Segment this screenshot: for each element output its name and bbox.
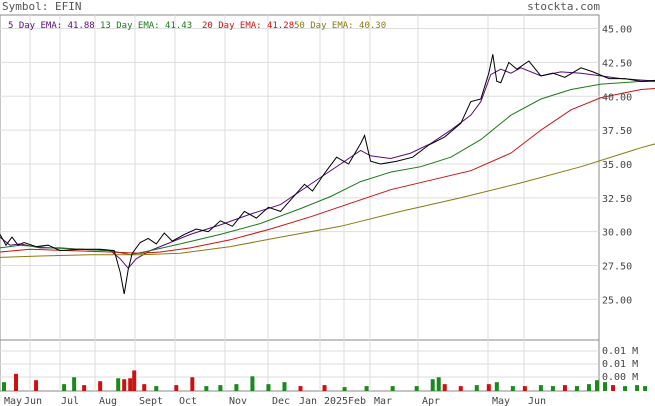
- volume-bar: [2, 382, 7, 391]
- volume-bar: [282, 382, 287, 391]
- price-axis: 25.00 27.50 30.00 32.50 35.00 37.50 40.00 42.50…: [602, 25, 632, 307]
- price-tick-label: 25.00: [602, 295, 632, 306]
- volume-bar: [342, 387, 347, 391]
- price-lines: [0, 54, 655, 295]
- volume-bar: [390, 386, 395, 391]
- volume-bar: [414, 386, 419, 391]
- ema-line: [0, 80, 655, 256]
- price-tick-label: 40.00: [602, 92, 632, 103]
- volume-bar: [116, 378, 121, 391]
- volume-bar: [132, 370, 137, 391]
- volume-bar: [586, 384, 591, 391]
- volume-bar: [550, 386, 555, 391]
- ema-line: [0, 67, 655, 269]
- volume-bar: [574, 386, 579, 391]
- x-tick-label: Aug: [99, 396, 117, 406]
- price-tick-label: 45.00: [602, 25, 632, 36]
- volume-bar: [538, 385, 543, 391]
- volume-bar: [298, 386, 303, 391]
- volume-bar: [594, 380, 599, 391]
- volume-bar: [458, 386, 463, 391]
- volume-bar: [154, 386, 159, 391]
- price-tick-label: 32.50: [602, 194, 632, 205]
- volume-bar: [494, 382, 499, 391]
- volume-bar: [250, 376, 255, 391]
- volume-tick-label: 0.00 M: [602, 372, 638, 383]
- x-tick-label: May: [492, 396, 510, 406]
- volume-bar: [234, 384, 239, 391]
- price-tick-label: 35.00: [602, 160, 632, 171]
- x-tick-label: Jun: [528, 396, 546, 406]
- x-tick-label: Oct: [179, 396, 197, 406]
- x-tick-label: May: [4, 396, 22, 406]
- volume-bar: [430, 379, 435, 391]
- legend-entry: 13 Day EMA: 41.43: [100, 21, 192, 31]
- x-tick-label: Jul: [61, 396, 79, 406]
- volume-bar: [62, 384, 67, 391]
- volume-bar: [562, 385, 567, 391]
- price-tick-label: 42.50: [602, 58, 632, 69]
- volume-bar: [14, 373, 19, 391]
- volume-bar: [322, 385, 327, 391]
- volume-bar: [266, 384, 271, 391]
- volume-tick-label: 0.01 M: [602, 346, 638, 357]
- volume-tick-label: 0.01 M: [602, 359, 638, 370]
- ema-line: [0, 143, 655, 258]
- x-tick-label: Jan: [299, 396, 317, 406]
- volume-bar: [442, 384, 447, 391]
- volume-bar: [128, 378, 133, 391]
- volume-panel: [0, 339, 600, 392]
- legend: 5 Day EMA: 41.88 13 Day EMA: 41.43 20 Day …: [8, 21, 386, 31]
- volume-axis: 0.00 M 0.01 M 0.01 M: [602, 346, 638, 383]
- volume-bar: [174, 385, 179, 391]
- price-tick-label: 27.50: [602, 262, 632, 273]
- x-tick-label: Nov: [229, 396, 247, 406]
- price-tick-label: 37.50: [602, 126, 632, 137]
- volume-bar: [474, 385, 479, 391]
- site-label: stockta.com: [527, 0, 600, 13]
- x-tick-label: Mar: [374, 396, 392, 406]
- volume-bar: [34, 380, 39, 391]
- chart-header: Symbol: EFIN stockta.com: [0, 0, 655, 16]
- symbol-label: Symbol: EFIN: [2, 0, 82, 13]
- legend-entry: 5 Day EMA: 41.88: [8, 21, 95, 31]
- x-tick-label: Feb: [348, 396, 366, 406]
- volume-bar: [623, 386, 628, 391]
- x-tick-label: Apr: [422, 396, 440, 406]
- price-tick-label: 30.00: [602, 228, 632, 239]
- volume-bar: [82, 385, 87, 391]
- volume-bar: [611, 385, 616, 391]
- volume-bar: [204, 386, 209, 391]
- x-tick-label: Dec: [272, 396, 290, 406]
- volume-bar: [98, 381, 103, 391]
- volume-bar: [643, 386, 648, 391]
- volume-bars: [2, 370, 648, 391]
- grid-lines: [0, 15, 599, 391]
- volume-bar: [635, 385, 640, 391]
- volume-bar: [122, 379, 127, 391]
- legend-entry: 50 Day EMA: 40.30: [294, 21, 386, 31]
- price-line: [0, 54, 655, 295]
- x-tick-label: 2025: [324, 396, 348, 406]
- legend-entry: 20 Day EMA: 41.28: [202, 21, 294, 31]
- price-panel: [0, 14, 600, 341]
- volume-bar: [142, 384, 147, 391]
- volume-bar: [522, 386, 527, 391]
- x-axis: May Jun Jul Aug Sept Oct Nov Dec Jan 2025 Feb Mar Ap…: [4, 396, 546, 406]
- volume-bar: [364, 386, 369, 391]
- x-tick-label: Sept: [139, 396, 163, 406]
- volume-bar: [486, 384, 491, 391]
- volume-bar: [218, 385, 223, 391]
- volume-bar: [190, 377, 195, 391]
- x-tick-label: Jun: [24, 396, 42, 406]
- volume-bar: [436, 377, 441, 391]
- volume-bar: [603, 382, 608, 391]
- ema-line: [0, 88, 655, 254]
- volume-bar: [510, 386, 515, 391]
- volume-bar: [72, 377, 77, 391]
